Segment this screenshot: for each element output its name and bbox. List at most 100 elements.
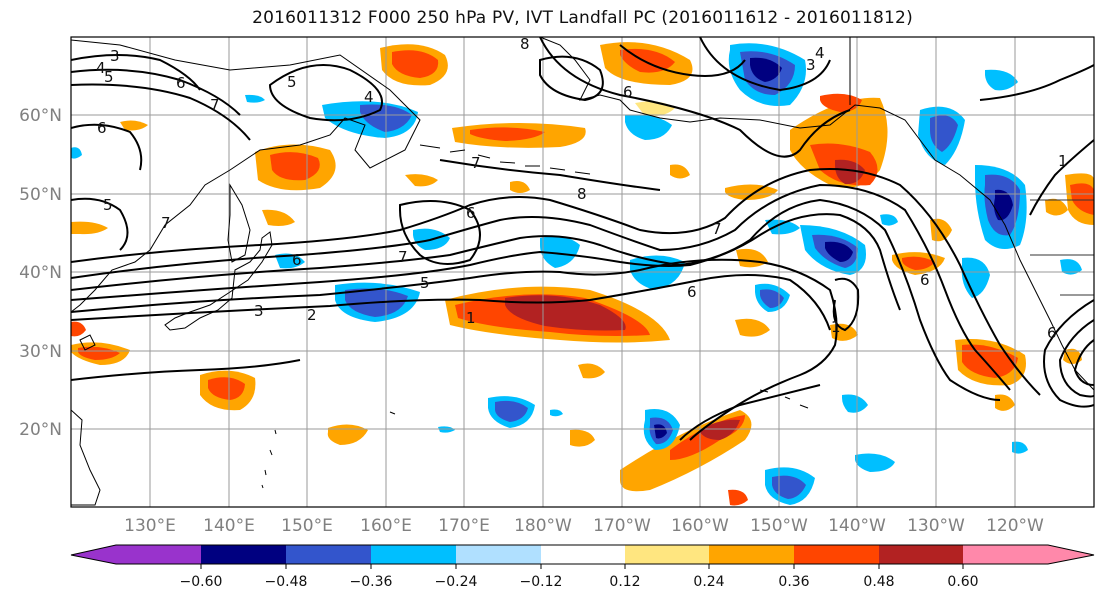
contour-7-closed [268,64,383,122]
contour-label: 4 [815,44,825,62]
lat-label-50n: 50°N [19,185,62,205]
negative-anomaly-regions [71,43,1082,505]
lon-label-150w: 150°W [750,516,808,536]
colorbar-ticks [200,564,964,569]
colorbar-segment [879,545,963,564]
contour-15 [619,44,746,77]
contour-26 [71,197,129,251]
aleutian-islands [419,144,591,175]
contour-5 [71,183,1011,391]
lat-label-60n: 60°N [19,106,62,126]
lon-label-170w: 170°W [593,516,651,536]
contour-3 [71,213,901,311]
taiwan-coast [79,334,96,351]
japan-coast [164,231,273,331]
small-islands [261,411,396,489]
colorbar-tick-label: −0.12 [520,574,563,590]
contour-9-closed [399,200,481,265]
contour-label: 1 [1058,152,1068,170]
lon-label-130w: 130°W [907,516,965,536]
contour-label: 6 [687,283,697,301]
colorbar-tick-label: −0.36 [350,574,393,590]
contour-label: 3 [110,47,120,65]
lat-label-20n: 20°N [19,420,62,440]
contour-label: 1 [466,309,476,327]
pv-contours [71,37,1094,441]
contour-11 [71,68,241,116]
contour-label: 6 [1047,324,1057,342]
contour-19 [1043,299,1094,408]
contour-label: 7 [398,248,408,266]
colorbar-tick-label: −0.48 [265,574,308,590]
colorbar-segment [794,545,879,564]
contour-4 [71,198,1001,401]
colorbar-segment [709,545,794,564]
colorbar-segment [201,545,286,564]
contour-label: 7 [471,154,481,172]
contour-label: 7 [712,220,722,238]
lon-label-120w: 120°W [986,516,1044,536]
colorbar-tick-label: 0.60 [947,574,978,590]
contour-24 [71,359,301,381]
colorbar-tick-label: 0.12 [609,574,640,590]
asia-coast [71,39,421,313]
contour-label: 3 [254,302,264,320]
contour-label: 5 [420,274,430,292]
contour-label: 3 [806,56,816,74]
contour-12 [71,83,251,141]
colorbar-outline [70,544,1095,565]
map-frame [70,36,1095,508]
philippines-coast [71,409,101,506]
colorbar-tick-label: 0.24 [693,574,724,590]
latitude-labels: 60°N 50°N 40°N 30°N 20°N [19,106,62,440]
lon-label-140w: 140°W [828,516,886,536]
contour-23 [679,384,821,441]
coastlines [71,37,1094,506]
contour-label: 6 [176,74,186,92]
contour-22 [832,277,860,332]
colorbar-segment [456,545,541,564]
contour-label: 6 [623,83,633,101]
contour-10 [71,54,201,91]
contour-value-labels: 3 4 5 6 7 5 4 8 6 7 6 7 8 6 6 5 7 5 3 2 … [96,37,1068,342]
colorbar-segment [71,545,201,564]
colorbar-segment [286,545,371,564]
contour-label: 4 [364,88,374,106]
contour-label: 5 [287,73,297,91]
contour-label: 7 [161,214,171,232]
contour-label: 7 [210,96,220,114]
north-america-coast [539,37,1094,391]
contour-label: 6 [97,119,107,137]
colorbar-segment [963,545,1094,564]
map-title: 2016011312 F000 250 hPa PV, IVT Landfall… [252,8,913,28]
contour-label: 1 [831,318,841,336]
contour-20 [1058,319,1094,398]
political-borders [1030,199,1094,296]
contour-label: 5 [103,196,113,214]
lat-label-40n: 40°N [19,263,62,283]
contour-2 [71,274,831,331]
lon-label-140e: 140°E [203,516,255,536]
contour-label: 6 [466,204,476,222]
contour-18 [1029,139,1094,216]
colorbar-tick-label: −0.24 [435,574,478,590]
lon-label-150e: 150°E [281,516,333,536]
colorbar-tick-label: 0.48 [863,574,894,590]
colorbar-segment [371,545,456,564]
contour-1 [71,258,838,441]
colorbar-tick-label: 0.36 [778,574,809,590]
contour-25 [71,123,143,171]
lon-label-130e: 130°E [124,516,176,536]
colorbar-segment [541,545,625,564]
contour-13 [539,37,851,158]
contour-14 [699,37,831,92]
contour-6 [71,168,1041,396]
contour-label: 6 [920,271,930,289]
contour-17 [979,64,1094,101]
contour-label: 2 [307,306,317,324]
lon-label-180w: 180°W [514,516,572,536]
contour-label: 5 [104,68,114,86]
lon-label-160e: 160°E [360,516,412,536]
longitude-labels: 130°E 140°E 150°E 160°E 170°E 180°W 170°… [124,516,1044,536]
